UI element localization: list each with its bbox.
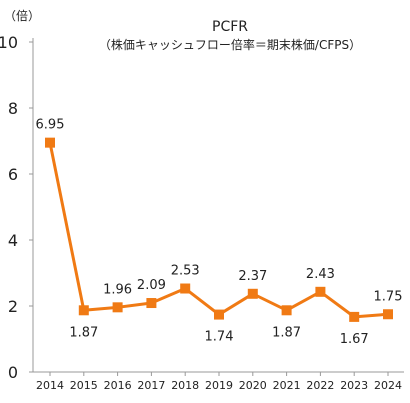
data-value-label: 6.95 (36, 118, 65, 133)
data-point-marker (78, 305, 89, 316)
x-tick-label: 2019 (205, 379, 233, 392)
data-point-marker (146, 298, 157, 309)
x-tick-label: 2014 (36, 379, 64, 392)
data-point-marker (214, 309, 224, 320)
data-point-marker (349, 311, 360, 322)
data-value-label: 1.87 (272, 325, 301, 340)
data-point-marker (247, 288, 258, 299)
y-axis-ticks: 0 2 4 6 8 10 (0, 33, 33, 382)
chart-title: PCFR (212, 19, 248, 35)
data-labels: 6.95 1.87 1.96 2.09 2.53 1.74 2.37 1.87 2.43 1.67… (36, 118, 403, 347)
y-tick-label: 10 (0, 33, 18, 52)
data-value-label: 2.53 (171, 264, 200, 279)
y-tick-label: 2 (8, 297, 18, 316)
data-point-marker (45, 137, 55, 148)
x-tick-label: 2022 (306, 379, 334, 392)
data-value-label: 1.75 (374, 289, 403, 304)
y-tick-label: 8 (8, 99, 18, 118)
data-point-marker (180, 283, 191, 294)
x-tick-label: 2023 (340, 379, 368, 392)
x-axis-ticks: 2014 2015 2016 2017 2018 2019 2020 2021 2022 2023… (36, 372, 402, 392)
data-value-label: 2.43 (306, 267, 335, 282)
x-tick-label: 2021 (273, 379, 301, 392)
data-value-label: 2.09 (137, 278, 166, 293)
data-point-marker (383, 309, 393, 320)
data-point-marker (281, 305, 292, 316)
series-pcfr (45, 137, 393, 322)
data-value-label: 1.67 (340, 332, 369, 347)
x-tick-label: 2020 (239, 379, 267, 392)
x-tick-label: 2015 (70, 379, 98, 392)
x-tick-label: 2016 (104, 379, 132, 392)
data-value-label: 1.96 (103, 282, 132, 297)
x-tick-label: 2018 (171, 379, 199, 392)
y-tick-label: 4 (8, 231, 18, 250)
chart-axes (32, 38, 404, 373)
chart-subtitle: （株価キャッシュフロー倍率＝期末株価/CFPS） (99, 37, 361, 52)
data-point-marker (315, 286, 326, 297)
series-line (48, 142, 389, 319)
x-tick-label: 2024 (374, 379, 402, 392)
y-tick-label: 0 (8, 363, 18, 382)
x-tick-label: 2017 (137, 379, 165, 392)
data-value-label: 1.87 (69, 325, 98, 340)
y-axis-unit-label: （倍） (4, 8, 40, 23)
data-value-label: 1.74 (205, 330, 234, 345)
data-point-marker (112, 302, 123, 313)
data-value-label: 2.37 (238, 269, 267, 284)
y-tick-label: 6 (8, 165, 18, 184)
